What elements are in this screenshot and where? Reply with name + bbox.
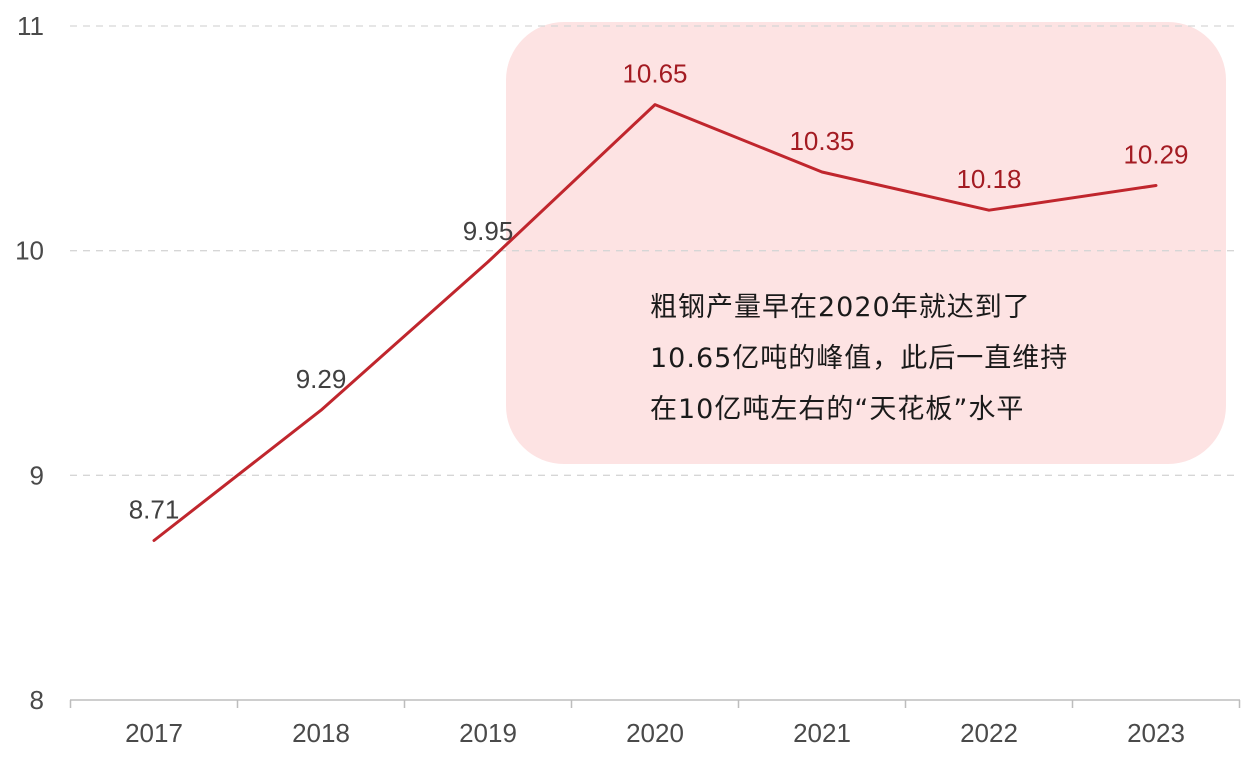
y-tick-label-11: 11 xyxy=(17,11,44,41)
data-label-2018: 9.29 xyxy=(296,364,347,394)
annotation-line-1: 粗钢产量早在2020年就达到了 xyxy=(650,292,1031,323)
annotation-line-2: 10.65亿吨的峰值，此后一直维持 xyxy=(650,343,1069,374)
data-label-2019: 9.95 xyxy=(463,216,514,246)
data-label-2020: 10.65 xyxy=(622,59,687,89)
y-tick-label-8: 8 xyxy=(30,685,44,715)
annotation-box: 粗钢产量早在2020年就达到了 10.65亿吨的峰值，此后一直维持 在10亿吨左… xyxy=(650,282,1170,435)
data-label-2017: 8.71 xyxy=(129,494,180,524)
data-label-2021: 10.35 xyxy=(789,126,854,156)
highlight-region xyxy=(506,22,1226,464)
x-tick-label-2017: 2017 xyxy=(125,718,183,748)
series-line xyxy=(152,103,1158,542)
data-label-2023: 10.29 xyxy=(1123,140,1188,170)
x-tick-label-2019: 2019 xyxy=(459,718,517,748)
x-tick-label-2018: 2018 xyxy=(292,718,350,748)
y-tick-label-10: 10 xyxy=(15,236,44,266)
x-tick-label-2020: 2020 xyxy=(626,718,684,748)
x-tick-label-2022: 2022 xyxy=(960,718,1018,748)
annotation-line-3: 在10亿吨左右的“天花板”水平 xyxy=(650,394,1025,425)
x-tick-label-2023: 2023 xyxy=(1127,718,1185,748)
data-label-2022: 10.18 xyxy=(956,164,1021,194)
x-tick-label-2021: 2021 xyxy=(793,718,851,748)
y-tick-label-9: 9 xyxy=(30,460,44,490)
